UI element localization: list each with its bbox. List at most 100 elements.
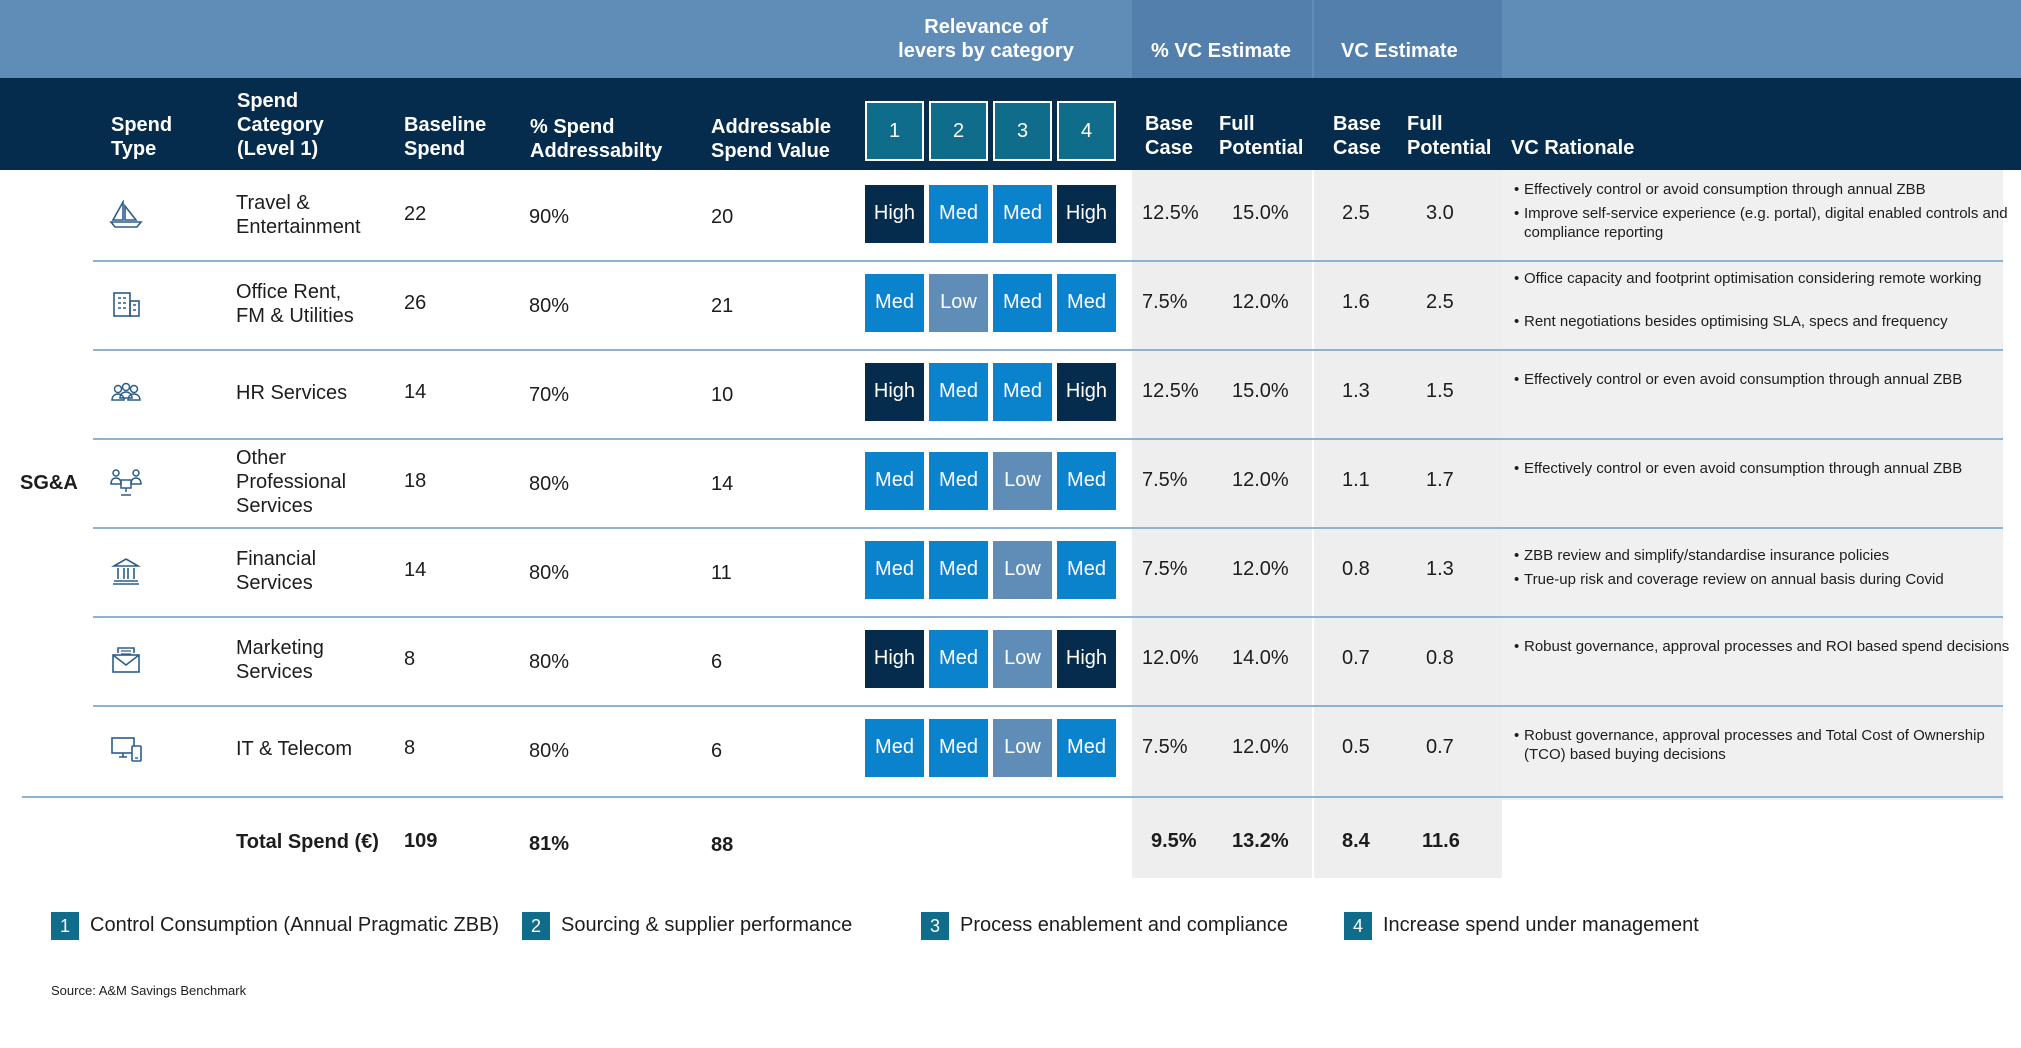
- category-label-line: Entertainment: [236, 215, 361, 238]
- addressability-header: % Spend Addressabilty: [530, 115, 662, 163]
- category-label: HR Services: [236, 381, 347, 405]
- pct-base-case-value: 12.0%: [1142, 646, 1199, 669]
- vc-base-case-value: 1.1: [1342, 468, 1370, 491]
- pct-base-case-header-line2: Case: [1145, 137, 1193, 159]
- category-label: Office Rent, FM & Utilities: [236, 280, 354, 328]
- lever-4-relevance: High: [1057, 184, 1116, 243]
- addressability-header-line1: % Spend: [530, 116, 615, 138]
- vc-full-potential-header-line2: Potential: [1407, 137, 1492, 159]
- category-label-line: Office Rent,: [236, 280, 342, 303]
- pct-base-case-value: 7.5%: [1142, 557, 1188, 580]
- vc-base-case-value: 1.3: [1342, 379, 1370, 402]
- addressability-value: 80%: [529, 472, 570, 495]
- category-label-line: HR Services: [236, 381, 348, 404]
- baseline-value: 8: [404, 647, 416, 670]
- legend-1-label: Control Consumption (Annual Pragmatic ZB…: [90, 914, 500, 936]
- pct-full-potential-value: 12.0%: [1232, 557, 1289, 580]
- addressable-value: 6: [711, 650, 723, 673]
- spend-type-header-line2: Type: [111, 138, 157, 160]
- addressable-value-header: Addressable Spend Value: [711, 115, 831, 163]
- lever-4-relevance: High: [1057, 629, 1116, 688]
- lever-3-relevance: Low: [993, 718, 1052, 777]
- vc-est-col-bg: [1314, 170, 1502, 878]
- vc-full-potential-header: Full Potential: [1407, 112, 1491, 160]
- vc-base-case-header: Base Case: [1333, 112, 1381, 160]
- vc-base-case-value: 1.6: [1342, 290, 1370, 313]
- category-label: Marketing Services: [236, 636, 324, 684]
- lever-2-relevance: Med: [929, 362, 988, 421]
- baseline-value: 8: [404, 736, 416, 759]
- total-label: Total Spend (€): [236, 831, 379, 853]
- legend-3-number: 3: [921, 912, 949, 940]
- baseline-value: 14: [404, 558, 427, 581]
- rationale-bullet: Robust governance, approval processes an…: [1514, 726, 2014, 764]
- lever-1-relevance: Med: [865, 540, 924, 599]
- spend-type-label: SG&A: [20, 472, 78, 494]
- total-pct-full-potential: 13.2%: [1232, 830, 1289, 852]
- legend-1-number: 1: [51, 912, 79, 940]
- total-vc-full-potential: 11.6: [1422, 830, 1460, 852]
- addressability-value: 90%: [529, 205, 570, 228]
- total-baseline: 109: [404, 830, 438, 852]
- legend-4-label: Increase spend under management: [1383, 914, 1699, 936]
- addressable-value-header-line2: Spend Value: [711, 140, 830, 162]
- total-pct-base-case: 9.5%: [1151, 830, 1197, 852]
- header-top-band: [0, 0, 2021, 78]
- category-label: Travel & Entertainment: [236, 191, 361, 239]
- lever-4-header: 4: [1057, 101, 1116, 161]
- lever-4-relevance: Med: [1057, 540, 1116, 599]
- vc-full-potential-value: 0.7: [1426, 735, 1454, 758]
- lever-2-relevance: Med: [929, 629, 988, 688]
- addressable-value: 10: [711, 383, 734, 406]
- addressable-value: 11: [711, 561, 732, 584]
- baseline-header: Baseline Spend: [404, 113, 486, 161]
- lever-4-relevance: High: [1057, 362, 1116, 421]
- pct-full-potential-value: 14.0%: [1232, 646, 1289, 669]
- category-label-line: Other: [236, 446, 287, 469]
- lever-4-relevance: Med: [1057, 451, 1116, 510]
- category-label-line: Services: [236, 660, 313, 683]
- relevance-header: Relevance of levers by category: [870, 15, 1102, 63]
- vc-full-potential-value: 3.0: [1426, 201, 1454, 224]
- lever-3-relevance: Low: [993, 451, 1052, 510]
- addressability-value: 70%: [529, 383, 570, 406]
- pct-full-potential-value: 12.0%: [1232, 290, 1289, 313]
- category-label-line: Financial: [236, 547, 317, 570]
- baseline-value: 18: [404, 469, 427, 492]
- vc-base-case-value: 0.7: [1342, 646, 1370, 669]
- computer-icon: [109, 734, 143, 764]
- pct-full-potential-header: Full Potential: [1219, 112, 1303, 160]
- lever-1-relevance: High: [865, 629, 924, 688]
- addressable-value: 14: [711, 472, 734, 495]
- vc-base-case-value: 0.8: [1342, 557, 1370, 580]
- spend-type-header-line1: Spend: [111, 114, 173, 136]
- total-separator: [22, 796, 2003, 798]
- addressability-value: 80%: [529, 561, 570, 584]
- vc-est-head-bg: [1314, 0, 1502, 78]
- pct-full-potential-value: 15.0%: [1232, 379, 1289, 402]
- category-header: Spend Category (Level 1): [237, 89, 324, 161]
- rationale-header: VC Rationale: [1511, 137, 1635, 159]
- lever-2-relevance: Med: [929, 184, 988, 243]
- lever-3-header: 3: [993, 101, 1052, 161]
- lever-1-relevance: Med: [865, 273, 924, 332]
- category-header-line2: Category: [237, 114, 324, 136]
- lever-1-relevance: Med: [865, 451, 924, 510]
- lever-2-relevance: Low: [929, 273, 988, 332]
- vc-full-potential-value: 1.7: [1426, 468, 1454, 491]
- pct-base-case-header: Base Case: [1145, 112, 1193, 160]
- spend-type-header: Spend Type: [111, 113, 172, 161]
- category-label: Financial Services: [236, 547, 316, 595]
- category-header-line3: (Level 1): [237, 138, 319, 160]
- total-addressability: 81%: [529, 833, 570, 855]
- vc-full-potential-value: 2.5: [1426, 290, 1454, 313]
- lever-3-relevance: Low: [993, 540, 1052, 599]
- rationale-bullet: Effectively control or even avoid consum…: [1514, 459, 2014, 478]
- pct-full-potential-value: 12.0%: [1232, 735, 1289, 758]
- rationale-bullet: Effectively control or avoid consumption…: [1514, 180, 2014, 199]
- category-label: IT & Telecom: [236, 737, 352, 761]
- addressability-header-line2: Addressabilty: [530, 140, 663, 162]
- lever-2-relevance: Med: [929, 451, 988, 510]
- lever-4-relevance: Med: [1057, 718, 1116, 777]
- category-label-line: Travel &: [236, 191, 310, 214]
